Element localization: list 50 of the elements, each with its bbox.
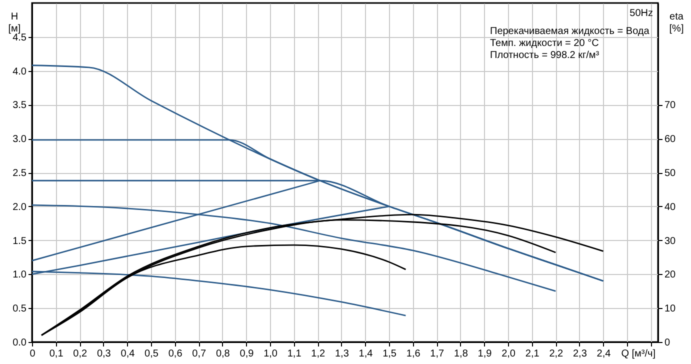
y-tick-label: 2.5 xyxy=(12,168,27,179)
x-tick-label: 0,3 xyxy=(96,348,112,360)
x-tick-label: 1,9 xyxy=(478,348,492,360)
x-axis-title: Q [м³/ч] xyxy=(621,348,656,360)
y2-tick-label: 60 xyxy=(664,134,676,146)
x-tick-label: 1,2 xyxy=(311,348,326,360)
y-tick-label: 4.0 xyxy=(12,66,27,78)
x-tick-label: 2,1 xyxy=(525,348,540,360)
x-tick-label: 0,2 xyxy=(73,348,88,360)
x-tick-label: 2,3 xyxy=(573,348,588,360)
x-tick-label: 0,6 xyxy=(168,348,183,360)
y2-tick-label: 30 xyxy=(664,236,676,247)
annotation: Перекачиваемая жидкость = Вода xyxy=(490,26,650,37)
y-tick-label: 3.5 xyxy=(12,100,27,112)
x-tick-label: 0,9 xyxy=(240,348,254,360)
y-tick-label: 3.0 xyxy=(12,134,27,146)
x-tick-label: 1,4 xyxy=(358,348,374,360)
chart-title: 50Hz xyxy=(630,8,653,19)
x-tick-label: 0,1 xyxy=(49,348,64,360)
y-tick-label: 0.5 xyxy=(12,304,27,315)
y2-tick-label: 40 xyxy=(664,202,676,213)
y-tick-label: 1.0 xyxy=(12,270,27,281)
x-tick-label: 0 xyxy=(30,348,36,360)
y2-tick-label: 10 xyxy=(664,304,676,315)
y-tick-label: 1.5 xyxy=(12,236,27,247)
y2-axis-title: eta [%] xyxy=(669,12,684,34)
x-tick-label: 1,6 xyxy=(406,348,421,360)
x-tick-label: 1,3 xyxy=(334,348,350,360)
x-tick-label: 2,2 xyxy=(549,348,564,360)
y-tick-label: 2.0 xyxy=(12,202,27,213)
x-tick-label: 0,7 xyxy=(192,348,207,360)
x-tick-label: 1,7 xyxy=(430,348,445,360)
y2-tick-label: 70 xyxy=(664,100,676,112)
x-tick-label: 1,1 xyxy=(287,348,302,360)
x-tick-label: 0,8 xyxy=(216,348,230,360)
annotation: Плотность = 998.2 кг/м³ xyxy=(490,50,600,61)
y-tick-label: 4.5 xyxy=(12,32,27,44)
x-tick-label: 0,4 xyxy=(120,348,136,360)
y2-tick-label: 20 xyxy=(664,270,676,281)
y2-tick-label: 50 xyxy=(664,168,676,179)
x-tick-label: 2,4 xyxy=(596,348,612,360)
y-tick-label: 0.0 xyxy=(12,338,27,348)
annotation: Темп. жидкости = 20 °C xyxy=(490,38,599,49)
y-axis-title: H [м] xyxy=(8,12,21,34)
x-tick-label: 1,8 xyxy=(454,348,468,360)
x-tick-label: 2,0 xyxy=(502,348,516,360)
x-tick-label: 1,5 xyxy=(382,348,397,360)
x-tick-label: 1,0 xyxy=(264,348,278,360)
y2-tick-label: 0 xyxy=(664,338,670,348)
x-tick-label: 0,5 xyxy=(144,348,159,360)
